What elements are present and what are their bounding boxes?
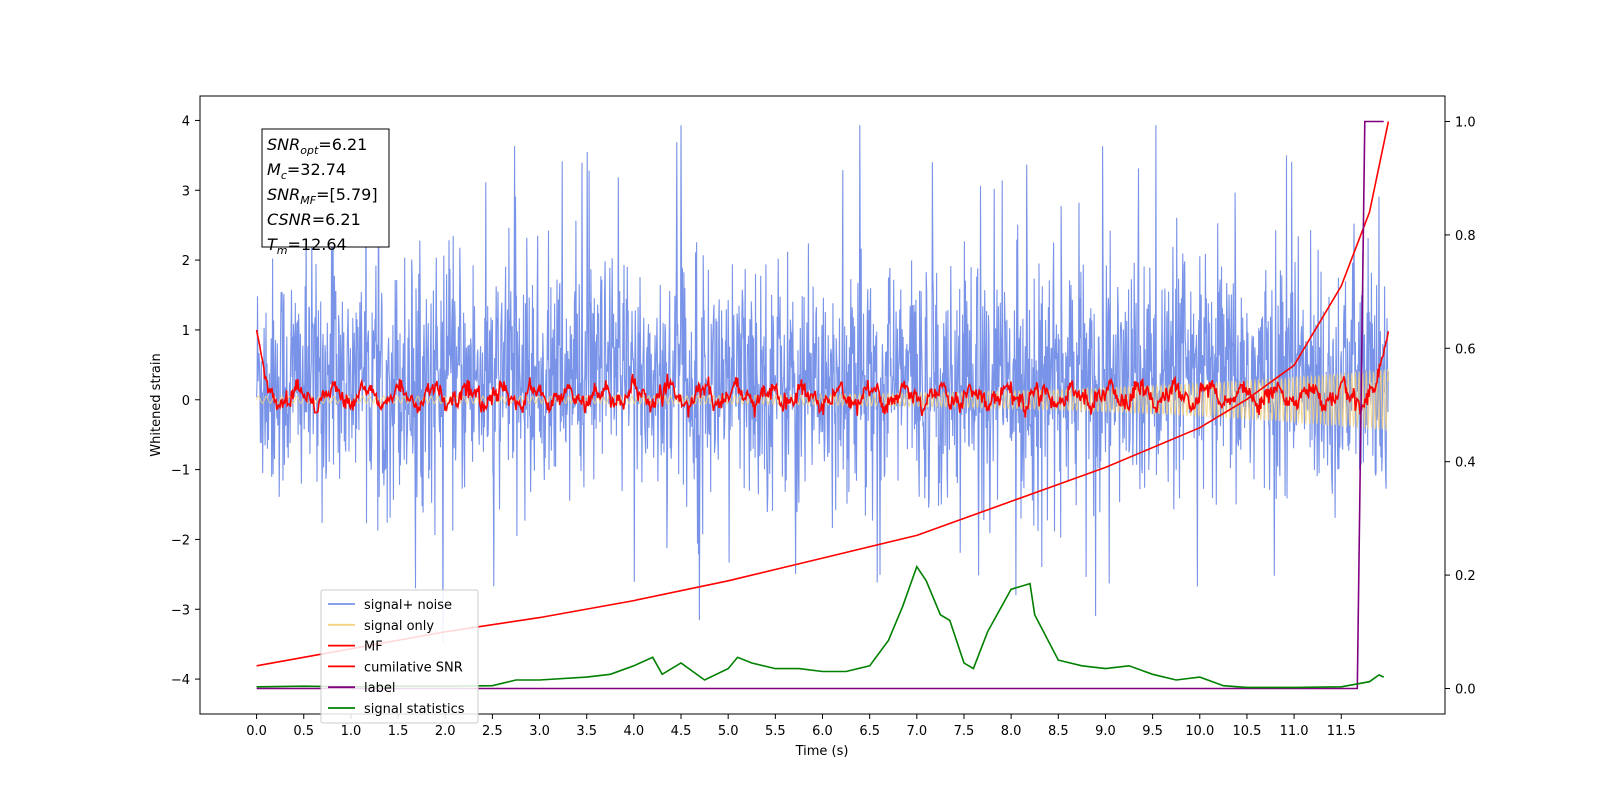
x-tick-label: 10.5	[1232, 724, 1261, 739]
legend-frame	[320, 589, 479, 724]
x-tick-label: 0.5	[293, 724, 314, 739]
x-tick-label: 6.0	[812, 724, 833, 739]
x-axis: 0.0 0.5 1.0 1.5 2.0 2.5 3.0 3.5 4.0 4.5 5.0 5.5 6.0 6…	[246, 714, 1356, 739]
series-mf-line	[255, 329, 1390, 418]
x-tick-label: 3.0	[529, 724, 550, 739]
series-signal-statistics-line	[256, 564, 1385, 689]
x-tick-label: 6.5	[859, 724, 880, 739]
x-tick-label: 8.5	[1048, 724, 1069, 739]
x-tick-label: 3.5	[576, 724, 597, 739]
info-box-line: Mc=32.74	[267, 160, 346, 182]
y2-tick-label: 0.4	[1455, 456, 1476, 471]
x-tick-label: 8.0	[1001, 724, 1022, 739]
y2-tick-label: 0.2	[1455, 569, 1476, 584]
info-box-line: CSNR=6.21	[267, 210, 361, 229]
legend: signal+ noise signal only MF cumilative SNR…	[320, 589, 479, 724]
series-cumulative-snr-line	[256, 121, 1390, 667]
x-tick-label: 4.0	[624, 724, 645, 739]
x-tick-label: 10.0	[1185, 724, 1214, 739]
x-tick-label: 5.5	[765, 724, 786, 739]
x-tick-label: 2.5	[482, 724, 503, 739]
legend-label: cumilative SNR	[364, 660, 463, 675]
info-box: SNRopt=6.21 Mc=32.74 SNRMF=[5.79] CSNR=6.21…	[261, 128, 390, 257]
legend-label: label	[364, 681, 395, 696]
series-layer	[255, 120, 1390, 690]
y-axis-right: 0.0 0.2 0.4 0.6 0.8 1.0	[1445, 116, 1476, 697]
y-tick-label: −2	[171, 533, 190, 548]
y2-tick-label: 0.6	[1455, 342, 1476, 357]
y-tick-label: 3	[182, 184, 190, 199]
series-signal-noise-line	[256, 125, 1389, 642]
x-tick-label: 1.0	[341, 724, 362, 739]
y-tick-label: −1	[171, 464, 190, 479]
y-tick-label: 1	[182, 324, 190, 339]
y-tick-label: 2	[182, 254, 190, 269]
x-tick-label: 7.0	[906, 724, 927, 739]
legend-label: signal+ noise	[364, 598, 452, 613]
info-box-frame	[261, 128, 390, 248]
legend-label: signal statistics	[364, 702, 465, 717]
legend-label: MF	[364, 640, 383, 655]
y-axis-left: −4 −3 −2 −1 0 1 2 3 4	[171, 114, 200, 688]
x-tick-label: 2.0	[435, 724, 456, 739]
x-tick-label: 4.5	[671, 724, 692, 739]
x-tick-label: 0.0	[246, 724, 267, 739]
legend-label: signal only	[364, 619, 434, 634]
x-tick-label: 7.5	[954, 724, 975, 739]
y-tick-label: −3	[171, 603, 190, 618]
x-tick-label: 11.0	[1280, 724, 1309, 739]
y-tick-label: 0	[182, 394, 190, 409]
info-box-line: Tm=12.64	[267, 235, 347, 257]
x-tick-label: 9.5	[1142, 724, 1163, 739]
y-tick-label: 4	[182, 114, 190, 129]
x-tick-label: 11.5	[1327, 724, 1356, 739]
y2-tick-label: 0.8	[1455, 229, 1476, 244]
x-tick-label: 1.5	[388, 724, 409, 739]
x-tick-label: 9.0	[1095, 724, 1116, 739]
y-axis-label: Whitened strain	[149, 353, 164, 456]
series-label-line	[256, 120, 1384, 690]
x-axis-label: Time (s)	[795, 744, 849, 759]
y-tick-label: −4	[171, 673, 190, 688]
info-box-line: SNRopt=6.21	[267, 135, 367, 157]
x-tick-label: 5.0	[718, 724, 739, 739]
info-box-line: SNRMF=[5.79]	[267, 185, 378, 207]
y2-tick-label: 0.0	[1455, 682, 1476, 697]
y2-tick-label: 1.0	[1455, 116, 1476, 131]
